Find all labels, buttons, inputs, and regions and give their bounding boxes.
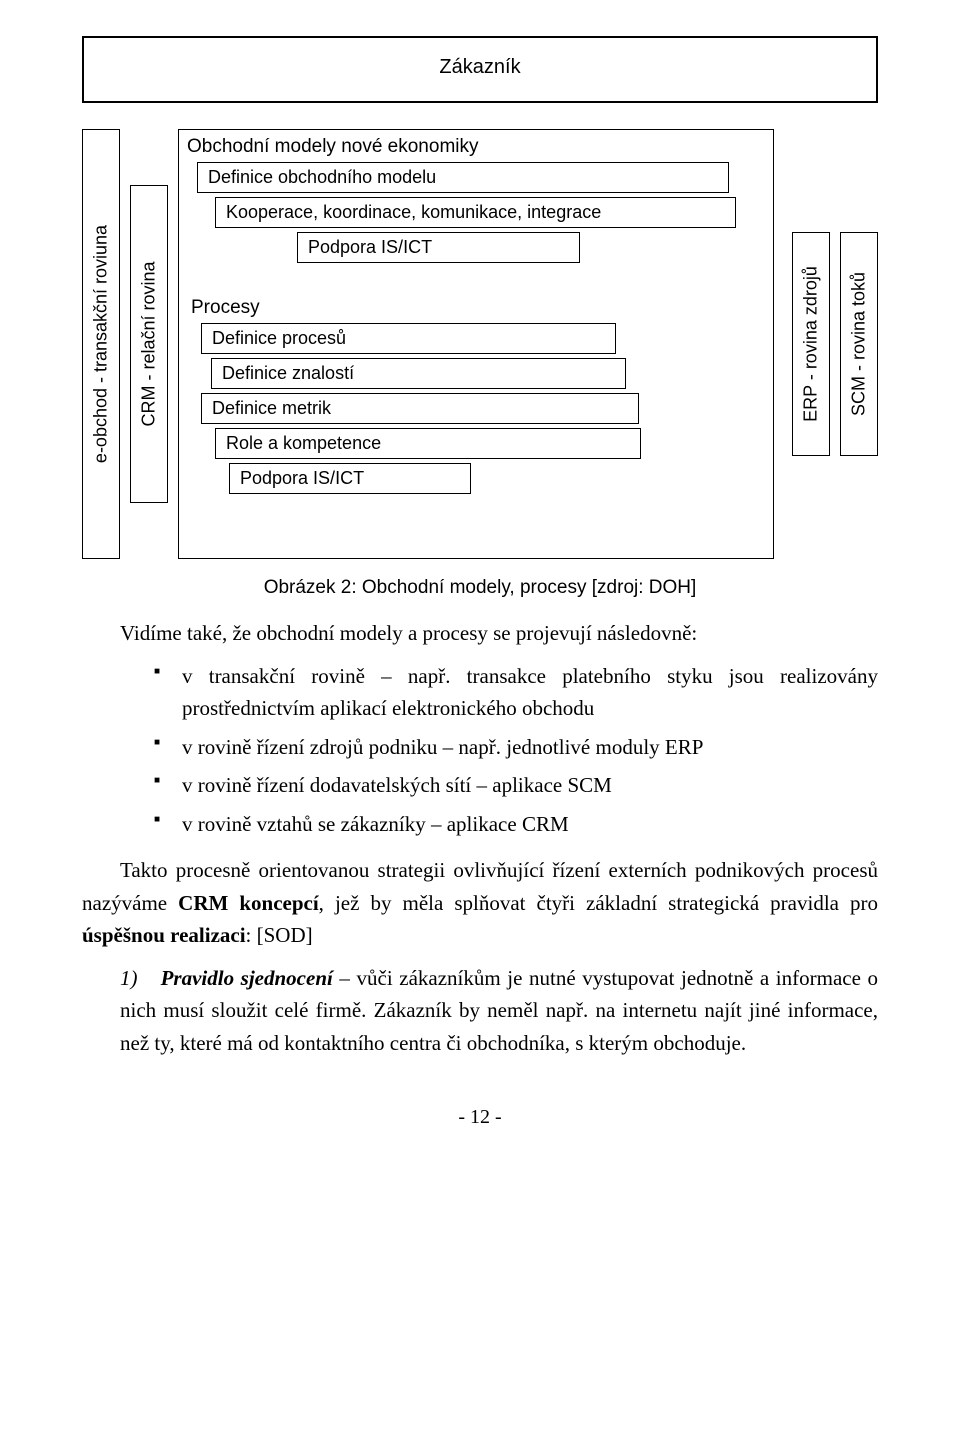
crm-koncepce-paragraph: Takto procesně orientovanou strategii ov… xyxy=(82,854,878,952)
vcol-erp: ERP - rovina zdrojů xyxy=(792,232,830,456)
vcol-eobchod: e-obchod - transakční roviuna xyxy=(82,129,120,559)
banner-zakaznik: Zákazník xyxy=(82,36,878,103)
vcol-crm: CRM - relační rovina xyxy=(130,185,168,503)
intro-paragraph: Vidíme také, že obchodní modely a proces… xyxy=(82,617,878,650)
p2-bold-crm: CRM koncepcí xyxy=(178,891,319,915)
list-item: v rovině řízení dodavatelských sítí – ap… xyxy=(154,769,878,802)
cell-def-model: Definice obchodního modelu xyxy=(197,162,729,193)
list-item: v transakční rovině – např. transakce pl… xyxy=(154,660,878,725)
cell-role: Role a kompetence xyxy=(215,428,641,459)
procesy-block: Procesy Definice procesů Definice znalos… xyxy=(187,297,763,494)
cell-def-metrik: Definice metrik xyxy=(201,393,639,424)
vcol-eobchod-label: e-obchod - transakční roviuna xyxy=(91,225,112,463)
p2-bold-realizaci: úspěšnou realizaci xyxy=(82,923,246,947)
vcol-erp-label: ERP - rovina zdrojů xyxy=(801,266,822,422)
list-item: v rovině vztahů se zákazníky – aplikace … xyxy=(154,808,878,841)
center-column: Obchodní modely nové ekonomiky Definice … xyxy=(178,129,774,559)
procesy-title: Procesy xyxy=(191,297,763,319)
center-top-title: Obchodní modely nové ekonomiky xyxy=(187,136,763,158)
page-number: - 12 - xyxy=(82,1106,878,1129)
figure-caption: Obrázek 2: Obchodní modely, procesy [zdr… xyxy=(82,577,878,599)
p2-c: , jež by měla splňovat čtyři základní st… xyxy=(319,891,878,915)
cell-def-znalosti: Definice znalostí xyxy=(211,358,626,389)
p2-e: : [SOD] xyxy=(246,923,313,947)
banner-text: Zákazník xyxy=(439,56,520,78)
rule-num: 1) xyxy=(120,962,154,995)
bullet-list: v transakční rovině – např. transakce pl… xyxy=(154,660,878,841)
cell-kooperace: Kooperace, koordinace, komunikace, integ… xyxy=(215,197,736,228)
cell-def-procesu: Definice procesů xyxy=(201,323,616,354)
vcol-scm: SCM - rovina toků xyxy=(840,232,878,456)
cell-podpora-top: Podpora IS/ICT xyxy=(297,232,580,263)
diagram: e-obchod - transakční roviuna CRM - rela… xyxy=(82,129,878,559)
vcol-crm-label: CRM - relační rovina xyxy=(139,261,160,426)
cell-podpora-bot: Podpora IS/ICT xyxy=(229,463,471,494)
rule-name: Pravidlo sjednocení xyxy=(161,966,333,990)
list-item: v rovině řízení zdrojů podniku – např. j… xyxy=(154,731,878,764)
rule-1: 1) Pravidlo sjednocení – vůči zákazníkům… xyxy=(120,962,878,1060)
vcol-scm-label: SCM - rovina toků xyxy=(849,272,870,416)
